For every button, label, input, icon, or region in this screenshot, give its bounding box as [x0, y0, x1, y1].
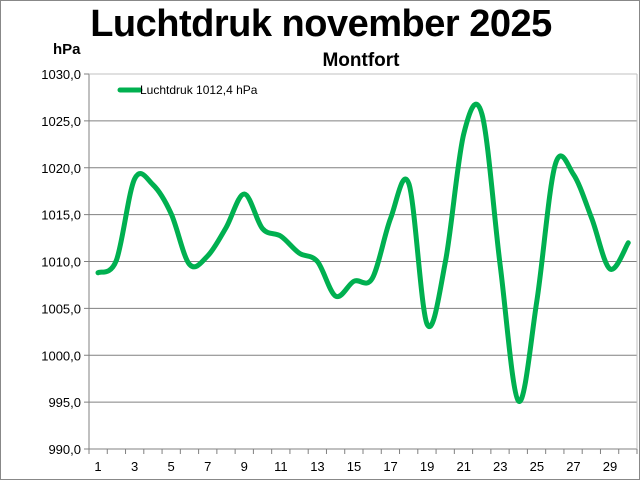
y-tick-label: 1000,0 [41, 348, 81, 363]
chart-title: Luchtdruk november 2025 [90, 3, 552, 45]
x-tick-label: 11 [274, 459, 288, 474]
y-tick-label: 1030,0 [41, 67, 81, 82]
y-tick-label: 1005,0 [41, 301, 81, 316]
x-tick-label: 3 [131, 459, 138, 474]
x-tick-label: 21 [456, 459, 470, 474]
y-tick-label: 1020,0 [41, 161, 81, 176]
x-tick-label: 29 [603, 459, 617, 474]
x-tick-label: 17 [383, 459, 397, 474]
x-tick-label: 7 [204, 459, 211, 474]
legend-label: Luchtdruk 1012,4 hPa [140, 83, 258, 97]
x-tick-label: 5 [168, 459, 175, 474]
y-tick-label: 1010,0 [41, 255, 81, 270]
x-tick-label: 13 [310, 459, 324, 474]
x-tick-label: 23 [493, 459, 507, 474]
series-line [95, 101, 631, 404]
y-tick-label: 995,0 [48, 395, 81, 410]
y-axis-label: hPa [53, 41, 81, 58]
x-tick-label: 15 [347, 459, 361, 474]
y-tick-label: 1015,0 [41, 208, 81, 223]
x-tick-label: 19 [420, 459, 434, 474]
chart-subtitle: Montfort [322, 50, 400, 71]
x-tick-label: 9 [241, 459, 248, 474]
x-tick-label: 1 [94, 459, 101, 474]
y-tick-label: 1025,0 [41, 114, 81, 129]
y-tick-label: 990,0 [48, 442, 81, 457]
x-tick-label: 27 [566, 459, 580, 474]
x-tick-label: 25 [530, 459, 544, 474]
